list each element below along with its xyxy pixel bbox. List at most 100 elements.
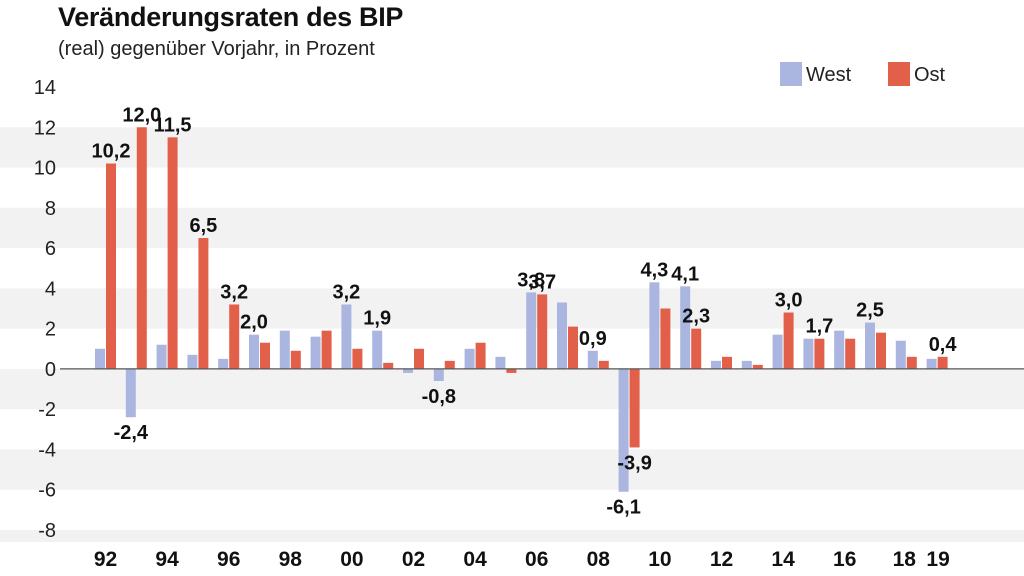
x-tick-label: 06 <box>525 548 548 571</box>
bar-west-1998 <box>279 330 290 369</box>
data-label: 10,2 <box>92 141 131 163</box>
y-tick-label: 10 <box>34 158 56 180</box>
data-label: 2,3 <box>682 306 710 328</box>
bar-ost-2014 <box>783 312 794 369</box>
x-axis-ticks: 92 94 96 98 00 02 04 06 08 10 12 14 16 18 19 <box>94 548 950 571</box>
data-label: 3,8 <box>517 269 545 291</box>
y-tick-label: 2 <box>45 319 56 341</box>
bar-ost-2012 <box>722 356 732 369</box>
bar-west-2007 <box>557 302 567 369</box>
bar-ost-1994 <box>167 137 178 369</box>
data-label: 2,5 <box>856 300 884 322</box>
bar-ost-2006 <box>537 294 548 369</box>
bar-west-2019 <box>926 358 937 369</box>
bar-ost-2013 <box>752 364 763 369</box>
data-labels: 10,212,0-2,411,56,53,22,03,21,9-0,83,83,… <box>92 104 958 518</box>
bar-west-2012 <box>711 360 721 369</box>
y-tick-label: -8 <box>38 520 56 542</box>
data-label: 4,1 <box>671 263 699 285</box>
y-tick-label: 0 <box>45 359 56 381</box>
data-label: 0,9 <box>579 328 607 350</box>
bar-west-2009 <box>618 368 629 492</box>
bar-west-2005 <box>495 356 506 369</box>
grid-band <box>0 368 1024 410</box>
bars <box>95 127 948 492</box>
bar-ost-1993 <box>136 127 147 369</box>
bar-ost-2004 <box>475 342 486 369</box>
bar-ost-1998 <box>290 350 301 369</box>
y-tick-label: 12 <box>34 117 56 139</box>
x-tick-label: 04 <box>463 548 487 571</box>
bar-ost-2015 <box>814 338 825 369</box>
bar-west-1999 <box>310 336 321 369</box>
data-label: 12,0 <box>122 104 161 126</box>
x-tick-label: 96 <box>217 548 240 571</box>
bar-ost-2007 <box>568 326 578 369</box>
bar-west-2018 <box>895 340 906 369</box>
x-tick-label: 08 <box>587 548 611 571</box>
data-label: -2,4 <box>114 422 149 444</box>
y-tick-label: 4 <box>45 278 56 300</box>
data-label: 1,7 <box>805 316 833 338</box>
data-label: 11,5 <box>154 114 192 136</box>
data-label: 2,0 <box>240 312 268 334</box>
chart-subtitle: (real) gegenüber Vorjahr, in Prozent <box>58 38 375 60</box>
bar-ost-1997 <box>260 342 270 369</box>
y-tick-label: -2 <box>38 399 56 421</box>
data-label: 0,4 <box>929 334 958 356</box>
data-label: 6,5 <box>189 215 217 237</box>
bar-ost-2009 <box>629 368 640 448</box>
legend: West Ost <box>780 62 946 86</box>
y-tick-label: 6 <box>45 238 56 260</box>
bar-west-2015 <box>803 338 814 369</box>
data-label: 3,0 <box>775 290 803 312</box>
bar-ost-1992 <box>106 163 116 369</box>
y-tick-label: 14 <box>34 77 56 99</box>
bar-west-2002 <box>403 368 413 373</box>
bar-west-1995 <box>187 354 198 369</box>
x-tick-label: 00 <box>340 548 363 571</box>
x-tick-label: 18 <box>893 548 917 571</box>
bar-ost-1999 <box>321 330 332 369</box>
bar-ost-2019 <box>937 356 948 369</box>
grid-band <box>0 449 1024 490</box>
x-tick-label: 14 <box>771 548 795 571</box>
bar-ost-2018 <box>906 356 917 369</box>
y-tick-label: -6 <box>38 480 56 502</box>
bar-ost-2000 <box>352 348 363 369</box>
bar-west-2004 <box>464 348 475 369</box>
legend-label: West <box>806 64 852 86</box>
bar-ost-1995 <box>198 238 209 369</box>
legend-swatch <box>888 62 910 86</box>
x-tick-label: 12 <box>710 548 733 571</box>
bar-west-2001 <box>372 330 383 369</box>
bar-west-2011 <box>680 286 691 369</box>
bar-west-2003 <box>433 368 444 381</box>
bar-west-1994 <box>156 344 167 369</box>
y-tick-label: 8 <box>45 198 56 220</box>
x-tick-label: 19 <box>926 548 949 571</box>
bar-west-2000 <box>341 304 352 369</box>
x-tick-label: 16 <box>833 548 856 571</box>
bar-west-2013 <box>741 360 752 369</box>
y-tick-label: -4 <box>38 439 56 461</box>
bar-ost-1996 <box>229 304 240 369</box>
bar-ost-2017 <box>876 332 886 369</box>
bar-ost-2010 <box>660 308 671 369</box>
bar-ost-2001 <box>383 362 394 369</box>
x-tick-label: 92 <box>94 548 117 571</box>
data-label: -6,1 <box>606 497 640 519</box>
y-axis-ticks: 14 12 10 8 6 4 2 0 -2 -4 -6 -8 <box>34 77 56 542</box>
chart-title: Veränderungsraten des BIP <box>58 2 404 32</box>
bar-west-2017 <box>865 322 875 369</box>
data-label: -3,9 <box>617 452 651 474</box>
bar-west-2016 <box>834 330 845 369</box>
bar-west-1992 <box>95 348 105 369</box>
grid-band <box>0 530 1024 542</box>
bar-west-2010 <box>649 282 660 369</box>
data-label: 1,9 <box>363 308 391 330</box>
data-label: -0,8 <box>422 386 456 408</box>
bar-ost-2011 <box>691 328 702 369</box>
data-label: 4,3 <box>640 259 668 281</box>
